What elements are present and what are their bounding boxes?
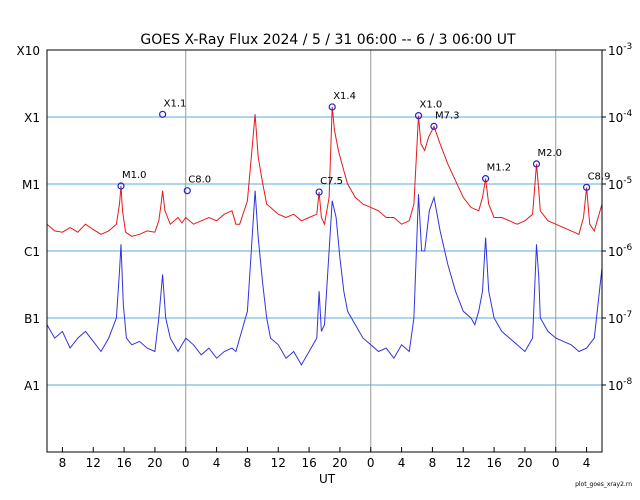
flare-label: M2.0 <box>537 148 562 159</box>
x-tick-label: 12 <box>271 456 286 470</box>
x-tick-label: 0 <box>182 456 190 470</box>
flare-marker <box>159 110 167 118</box>
gridlines <box>47 116 602 386</box>
flare-marker <box>117 182 125 190</box>
x-tick-label: 12 <box>456 456 471 470</box>
right-axis-label: 10-3 <box>608 42 632 58</box>
right-axis-label: 10-5 <box>608 176 632 192</box>
flare-marker <box>430 122 438 130</box>
x-tick-label: 4 <box>213 456 221 470</box>
right-axis-label: 10-8 <box>608 377 633 393</box>
flare-marker <box>582 183 591 191</box>
left-axis-label: X10 <box>17 44 41 58</box>
x-tick-label: 4 <box>583 456 591 470</box>
x-tick-label: 16 <box>486 456 501 470</box>
series-long-line <box>46 106 603 237</box>
flare-marker <box>482 175 490 183</box>
x-axis-ticks: 8 12 16 20 0 4 8 12 16 20 0 4 8 12 16 20 0 4 <box>59 447 591 470</box>
flare-label: X1.4 <box>333 91 356 102</box>
x-tick-label: 0 <box>552 456 560 470</box>
left-axis-label: C1 <box>24 245 40 259</box>
x-tick-label: 20 <box>517 456 532 470</box>
credit-text: plot_goes_xray2.rn <box>575 481 632 488</box>
flare-marker <box>328 103 336 111</box>
x-axis-label: UT <box>319 472 336 486</box>
flare-annotations: M1.0 C8.0 X1.1 C7.5 X1.4 X1.0M7.3 M1.2 M2.0 C8.9 <box>117 91 611 196</box>
x-tick-label: 20 <box>332 456 347 470</box>
flare-label: M1.0 <box>122 170 147 181</box>
left-axis-labels: X10 X1 M1 C1 B1 A1 <box>17 44 41 393</box>
series-short-line <box>46 190 603 366</box>
left-axis-label: M1 <box>22 178 40 192</box>
flare-marker <box>183 187 191 195</box>
x-tick-label: 8 <box>429 456 437 470</box>
x-tick-label: 8 <box>244 456 252 470</box>
right-axis-label: 10-7 <box>608 310 632 326</box>
x-tick-label: 0 <box>367 456 375 470</box>
flare-marker <box>532 160 541 168</box>
right-axis-labels: 10-3 10-4 10-5 10-6 10-7 10-8 <box>602 42 633 393</box>
flare-label: C7.5 <box>320 176 343 187</box>
flare-label: X1.1 <box>164 98 187 109</box>
chart-title: GOES X-Ray Flux 2024 / 5 / 31 06:00 -- 6… <box>140 32 516 48</box>
x-tick-label: 8 <box>59 456 67 470</box>
x-tick-label: 12 <box>86 456 101 470</box>
x-tick-label: 4 <box>398 456 406 470</box>
x-tick-label: 20 <box>147 456 162 470</box>
right-axis-label: 10-4 <box>608 109 633 125</box>
data-series <box>46 106 603 366</box>
flare-label: C8.0 <box>188 175 211 186</box>
right-axis-label: 10-6 <box>608 243 633 259</box>
x-tick-label: 16 <box>116 456 131 470</box>
flare-label: M7.3 <box>435 110 460 121</box>
flare-label: M1.2 <box>487 163 512 174</box>
x-tick-label: 16 <box>301 456 316 470</box>
flare-label: C8.9 <box>588 171 611 182</box>
flare-label: X1.0 <box>420 100 443 111</box>
flare-marker <box>315 188 323 196</box>
left-axis-label: X1 <box>24 111 40 125</box>
left-axis-label: B1 <box>24 312 40 326</box>
flare-marker <box>414 112 423 120</box>
day-boundary-lines <box>185 50 557 452</box>
left-axis-label: A1 <box>24 379 40 393</box>
